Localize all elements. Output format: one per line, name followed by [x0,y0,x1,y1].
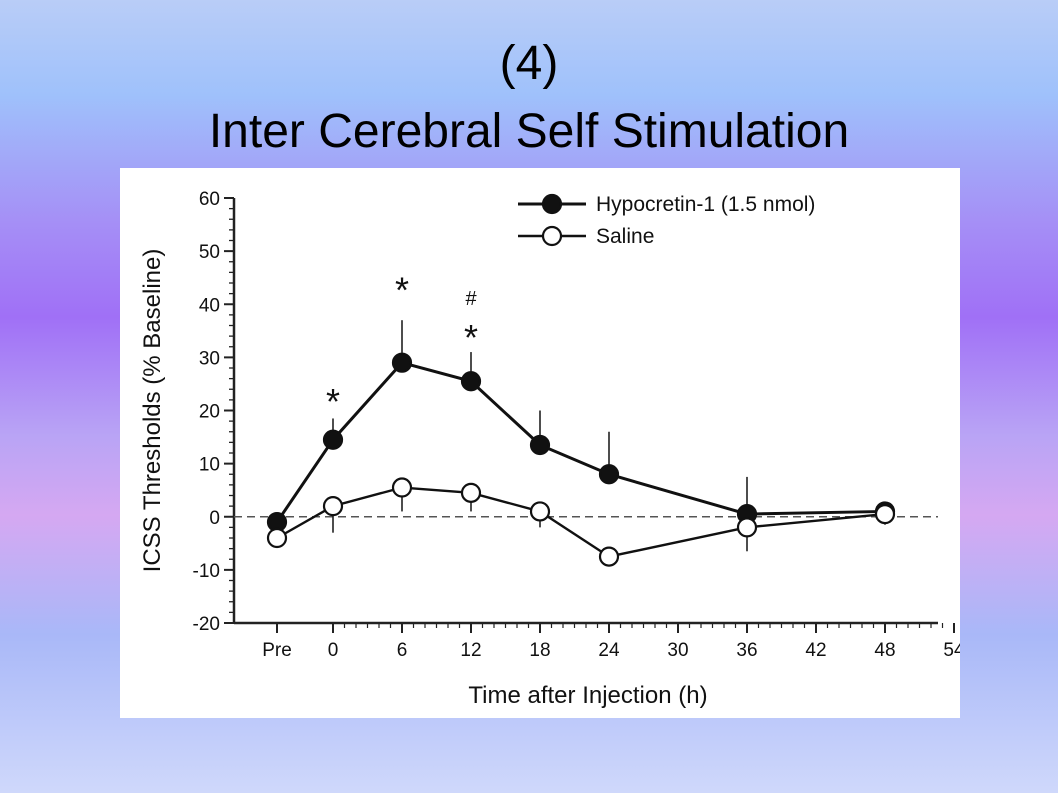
x-tick-label: 12 [460,640,481,661]
x-tick-label: 48 [874,640,895,661]
x-axis-label: Time after Injection (h) [468,682,707,709]
x-tick-label: 18 [529,640,550,661]
legend-marker-hypocretin [541,193,563,215]
legend-label: Saline [596,225,654,248]
legend-label: Hypocretin-1 (1.5 nmol) [596,193,815,216]
y-tick-label: 20 [199,402,220,423]
y-tick-label: 50 [199,242,220,263]
series-line-hypocretin [275,360,886,523]
x-tick-label: 54 [943,640,960,661]
significance-asterisk: * [464,317,478,358]
slide-title-number: (4) [499,37,559,90]
significance-asterisk: * [395,269,409,310]
data-point-saline [598,546,620,567]
data-point-saline [460,482,482,503]
x-tick-label: 42 [805,640,826,661]
series-line-saline [276,486,886,558]
y-tick-label: 10 [199,455,220,476]
y-tick-label: -20 [193,614,220,635]
data-point-hypocretin [598,464,620,485]
line-chart: 60 50 40 30 20 10 0 -10 -20 Pre 0 6 12 18 24 30 36 42 48 54… [139,189,960,709]
significance-asterisk: * [326,381,340,422]
x-tick-label: 24 [598,640,620,661]
chart-panel: 60 50 40 30 20 10 0 -10 -20 Pre 0 6 12 18 24 30 36 42 48 54… [120,168,960,718]
y-axis-label: ICSS Thresholds (% Baseline) [139,249,166,573]
x-tick-label: 0 [328,640,339,661]
data-point-hypocretin [391,352,413,373]
data-point-saline [874,503,896,525]
y-tick-label: 40 [199,295,220,316]
data-point-saline [266,527,288,549]
y-tick-label: 60 [199,189,220,210]
significance-hash: # [465,288,477,310]
legend-marker-saline [541,225,563,247]
data-point-hypocretin [322,429,344,450]
y-tick-label: 0 [209,508,220,529]
y-tick-label: 30 [199,348,220,369]
x-tick-label: 6 [397,640,408,661]
data-point-saline [529,501,551,522]
x-tick-label: 36 [736,640,757,661]
data-point-saline [391,477,413,498]
x-tick-label: Pre [262,640,292,661]
data-point-saline [736,517,758,538]
y-tick-label: -10 [193,561,220,582]
x-tick-label: 30 [667,640,688,661]
data-point-saline [322,496,344,517]
data-point-hypocretin [529,434,551,456]
slide-title: Inter Cerebral Self Stimulation [208,105,850,158]
data-point-hypocretin [460,371,482,392]
